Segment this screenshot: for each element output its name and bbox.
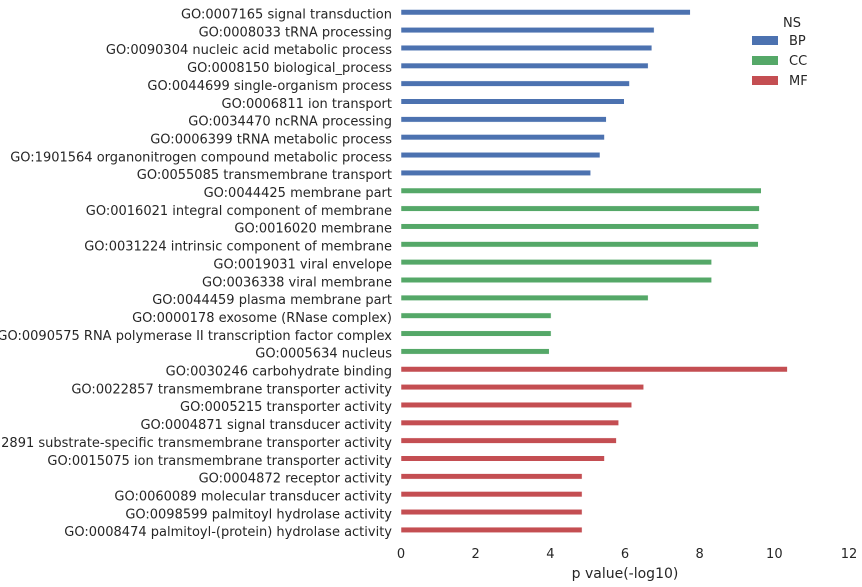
bar-7: [400, 116, 607, 123]
bar-23: [400, 401, 632, 408]
term-label: GO:0031224 intrinsic component of membra…: [84, 240, 392, 255]
x-tick-labels-group: 0 2 4 6 8 10 12: [397, 547, 857, 562]
term-label: GO:0006811 ion transport: [222, 97, 393, 112]
legend-swatch-bp: [752, 36, 778, 45]
term-label: GO:0055085 transmembrane transport: [137, 168, 392, 183]
term-label: GO:0006399 tRNA metabolic process: [150, 132, 392, 147]
x-axis-title: p value(-log10): [572, 566, 679, 582]
term-label: GO:0005215 transporter activity: [180, 400, 392, 415]
bar-5: [400, 80, 630, 87]
term-label: GO:0016020 membrane: [234, 222, 392, 237]
x-tick-label: 6: [621, 547, 629, 562]
legend-label-mf: MF: [789, 74, 808, 89]
bar-8: [400, 134, 605, 141]
bar-9: [400, 152, 601, 159]
bar-28: [400, 491, 583, 498]
x-tick-label: 0: [397, 547, 405, 562]
bar-17: [400, 294, 649, 301]
bar-13: [400, 223, 759, 230]
x-tick-label: 8: [696, 547, 704, 562]
bar-24: [400, 419, 619, 426]
x-tick-label: 12: [841, 547, 858, 562]
bar-16: [400, 277, 712, 283]
term-label: GO:0016021 integral component of membran…: [86, 204, 392, 219]
bar-3: [400, 44, 653, 51]
x-tick-label: 4: [546, 547, 554, 562]
legend-label-bp: BP: [789, 34, 806, 49]
term-label: GO:0044459 plasma membrane part: [152, 293, 392, 308]
bar-1: [400, 9, 691, 16]
term-label: GO:0008474 palmitoyl-(protein) hydrolase…: [64, 525, 392, 540]
term-label: GO:0044425 membrane part: [204, 186, 392, 201]
bar-4: [400, 62, 649, 69]
bar-14: [400, 241, 759, 248]
term-label: GO:0060089 molecular transducer activity: [114, 489, 392, 504]
term-label: GO:0004872 receptor activity: [199, 472, 393, 487]
term-label: GO:0007165 signal transduction: [181, 8, 392, 23]
term-label: GO:0034470 ncRNA processing: [188, 115, 392, 130]
bar-2: [400, 27, 655, 34]
bar-27: [400, 473, 583, 480]
legend: NS BP CC MF: [752, 16, 808, 89]
bar-26: [400, 455, 605, 462]
bar-29: [400, 509, 583, 516]
term-label: GO:0030246 carbohydrate binding: [166, 365, 392, 380]
term-label: GO:0019031 viral envelope: [213, 257, 392, 272]
term-label: GO:0090575 RNA polymerase II transcripti…: [0, 329, 392, 344]
term-label: GO:0036338 viral membrane: [202, 275, 392, 290]
bar-10: [400, 169, 591, 176]
term-label: GO:0005634 nucleus: [255, 347, 392, 362]
term-label: GO:0022891 substrate-specific transmembr…: [0, 436, 392, 451]
term-label: GO:0044699 single-organism process: [147, 79, 392, 94]
term-label: GO:0015075 ion transmembrane transporter…: [47, 454, 392, 469]
bars-group: [400, 9, 788, 533]
legend-swatch-cc: [752, 56, 778, 65]
term-labels-group: GO:0007165 signal transduction GO:0008033…: [0, 8, 392, 541]
term-label: GO:0008033 tRNA processing: [199, 25, 392, 40]
term-label: GO:0098599 palmitoyl hydrolase activity: [125, 507, 392, 522]
bar-11: [400, 187, 762, 194]
bar-12: [400, 205, 760, 212]
term-label: GO:0022857 transmembrane transporter act…: [71, 382, 392, 397]
x-tick-label: 2: [472, 547, 480, 562]
bar-19: [400, 330, 552, 337]
term-label: GO:1901564 organonitrogen compound metab…: [10, 150, 392, 165]
bar-20: [400, 348, 550, 355]
term-label: GO:0008150 biological_process: [187, 61, 392, 76]
bar-25: [400, 437, 617, 444]
bar-22: [400, 384, 644, 391]
legend-swatch-mf: [752, 76, 778, 85]
x-tick-label: 10: [766, 547, 783, 562]
term-label: GO:0000178 exosome (RNase complex): [132, 311, 392, 326]
bar-21: [400, 366, 788, 373]
legend-title: NS: [783, 16, 801, 31]
bar-30: [400, 526, 583, 533]
bar-15: [400, 259, 712, 266]
term-label: GO:0090304 nucleic acid metabolic proces…: [106, 43, 392, 58]
legend-label-cc: CC: [789, 54, 807, 69]
bar-18: [400, 312, 552, 319]
bar-6: [400, 98, 625, 105]
term-label: GO:0004871 signal transducer activity: [140, 418, 392, 433]
